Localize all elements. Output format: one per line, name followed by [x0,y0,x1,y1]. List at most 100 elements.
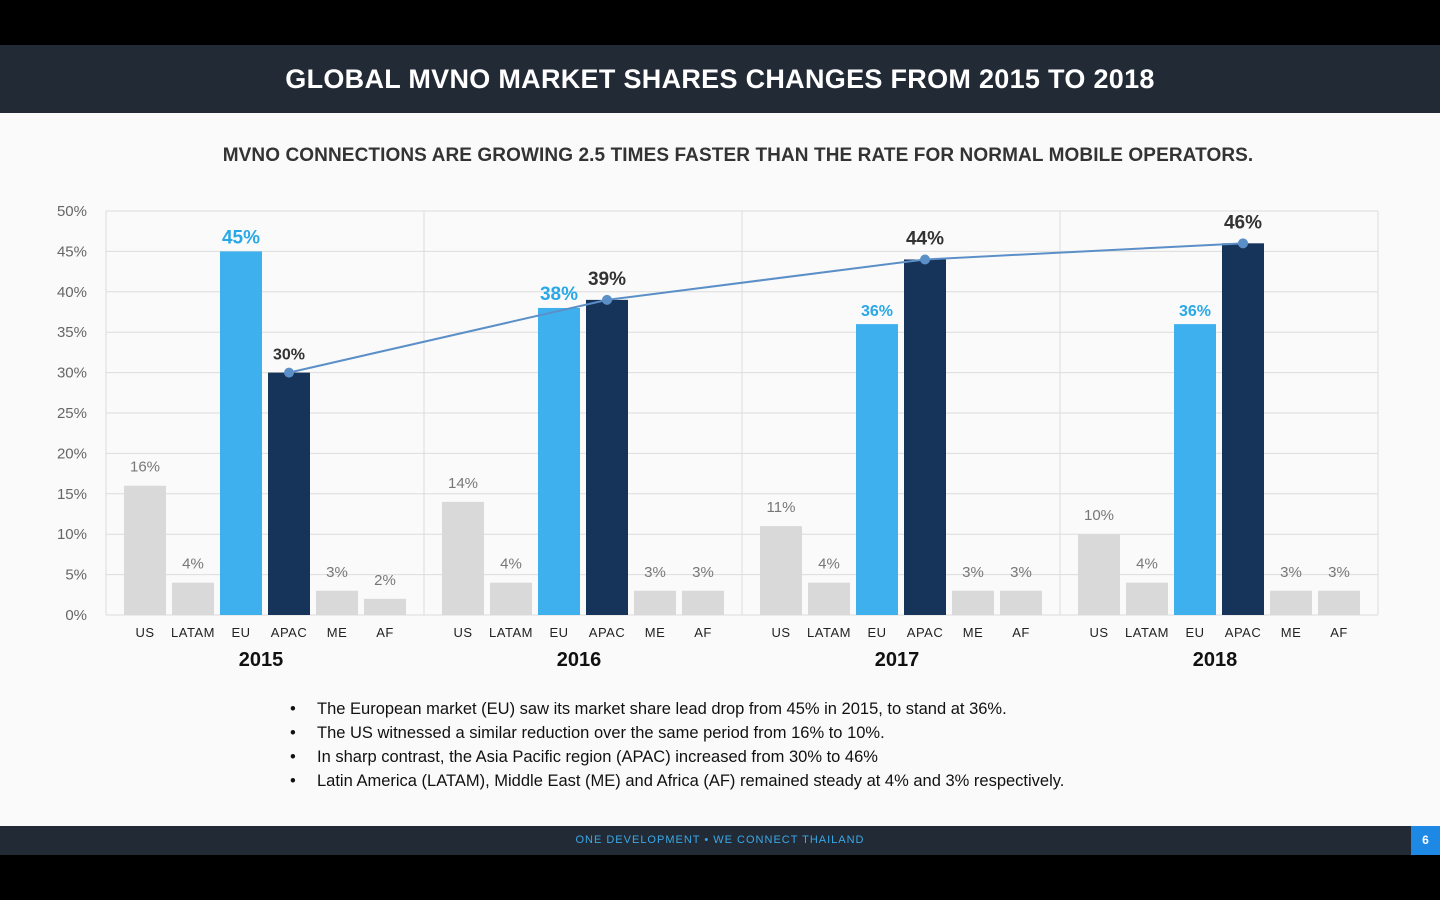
x-tick-label: EU [231,625,250,640]
x-tick-label: AF [1012,625,1030,640]
y-tick-label: 50% [57,203,87,220]
data-label: 3% [962,564,984,581]
bar-us-2017 [760,526,802,615]
bar-latam-2015 [172,582,214,615]
data-label: 14% [448,475,478,492]
data-label: 4% [1136,556,1158,573]
bar-eu-2015 [220,251,262,615]
data-label: 38% [540,284,578,305]
footer-right-text: WE CONNECT THAILAND [713,834,865,846]
data-label: 30% [273,347,305,364]
x-tick-label: APAC [1225,625,1261,640]
data-label: 3% [326,564,348,581]
group-label: 2015 [239,649,284,671]
group-label: 2018 [1193,649,1238,671]
data-label: 3% [1280,564,1302,581]
page-number: 6 [1411,826,1440,855]
bar-me-2018 [1270,590,1312,615]
data-label: 16% [130,459,160,476]
y-tick-label: 5% [65,567,87,584]
bar-eu-2018 [1174,324,1216,615]
x-tick-label: EU [867,625,886,640]
bar-me-2017 [952,590,994,615]
data-label: 3% [1328,564,1350,581]
y-tick-label: 40% [57,284,87,301]
bullet-item: Latin America (LATAM), Middle East (ME) … [290,769,1064,793]
footer-left-text: ONE DEVELOPMENT [575,834,701,846]
bar-me-2016 [634,590,676,615]
group-label: 2016 [557,649,602,671]
trend-point [1238,238,1248,249]
data-label: 11% [767,499,796,516]
x-tick-label: EU [549,625,568,640]
data-label: 36% [1179,303,1211,320]
y-tick-label: 45% [57,243,87,260]
x-tick-label: US [135,625,154,640]
data-label: 3% [644,564,666,581]
bullet-item: The US witnessed a similar reduction ove… [290,721,1064,745]
x-tick-label: US [1089,625,1108,640]
data-label: 45% [222,227,260,248]
x-tick-label: US [771,625,790,640]
chart-subtitle: MVNO CONNECTIONS ARE GROWING 2.5 TIMES F… [222,145,1254,166]
bar-apac-2016 [586,299,628,615]
data-label: 44% [906,228,944,249]
data-label: 10% [1084,507,1114,524]
y-tick-label: 30% [57,365,87,382]
bar-us-2016 [442,501,484,615]
bar-me-2015 [316,590,358,615]
y-tick-label: 25% [57,405,87,422]
bar-af-2015 [364,598,406,615]
footer-tagline: ONE DEVELOPMENT • WE CONNECT THAILAND [0,826,1440,855]
trend-point [920,254,930,265]
page-title: GLOBAL MVNO MARKET SHARES CHANGES FROM 2… [285,63,1155,94]
bar-apac-2018 [1222,243,1264,615]
bar-af-2016 [682,590,724,615]
data-label: 4% [818,556,840,573]
bar-eu-2016 [538,307,580,615]
data-label: 3% [692,564,714,581]
trend-point [602,294,612,305]
y-tick-label: 20% [57,445,87,462]
bar-latam-2016 [490,582,532,615]
bar-latam-2017 [808,582,850,615]
x-tick-label: APAC [907,625,943,640]
bar-apac-2017 [904,259,946,615]
x-tick-label: AF [694,625,712,640]
x-tick-label: LATAM [807,625,851,640]
footer-bar: ONE DEVELOPMENT • WE CONNECT THAILAND 6 [0,826,1440,855]
bullet-item: The European market (EU) saw its market … [290,697,1064,721]
y-tick-label: 0% [65,607,87,624]
slide: GLOBAL MVNO MARKET SHARES CHANGES FROM 2… [0,45,1440,855]
bar-apac-2015 [268,372,310,615]
x-tick-label: ME [645,625,666,640]
data-label: 4% [500,556,522,573]
x-tick-label: US [453,625,472,640]
group-label: 2017 [875,649,920,671]
data-label: 2% [374,572,396,589]
bullet-item: In sharp contrast, the Asia Pacific regi… [290,745,1064,769]
x-tick-label: ME [1281,625,1302,640]
data-label: 3% [1010,564,1032,581]
title-bar: GLOBAL MVNO MARKET SHARES CHANGES FROM 2… [0,45,1440,113]
bar-af-2018 [1318,590,1360,615]
bar-latam-2018 [1126,582,1168,615]
footer-separator: • [704,834,710,846]
data-label: 4% [182,556,204,573]
y-tick-label: 15% [57,486,87,503]
bar-af-2017 [1000,590,1042,615]
x-tick-label: LATAM [1125,625,1169,640]
x-tick-label: LATAM [171,625,215,640]
bar-us-2015 [124,485,166,615]
data-label: 46% [1224,212,1262,233]
x-tick-label: LATAM [489,625,533,640]
x-tick-label: APAC [271,625,307,640]
x-tick-label: EU [1185,625,1204,640]
y-tick-label: 10% [57,526,87,543]
y-tick-label: 35% [57,324,87,341]
bullet-list: The European market (EU) saw its market … [290,697,1064,793]
x-tick-label: AF [376,625,394,640]
x-tick-label: ME [963,625,984,640]
trend-line [288,242,1244,374]
bar-us-2018 [1078,534,1120,615]
